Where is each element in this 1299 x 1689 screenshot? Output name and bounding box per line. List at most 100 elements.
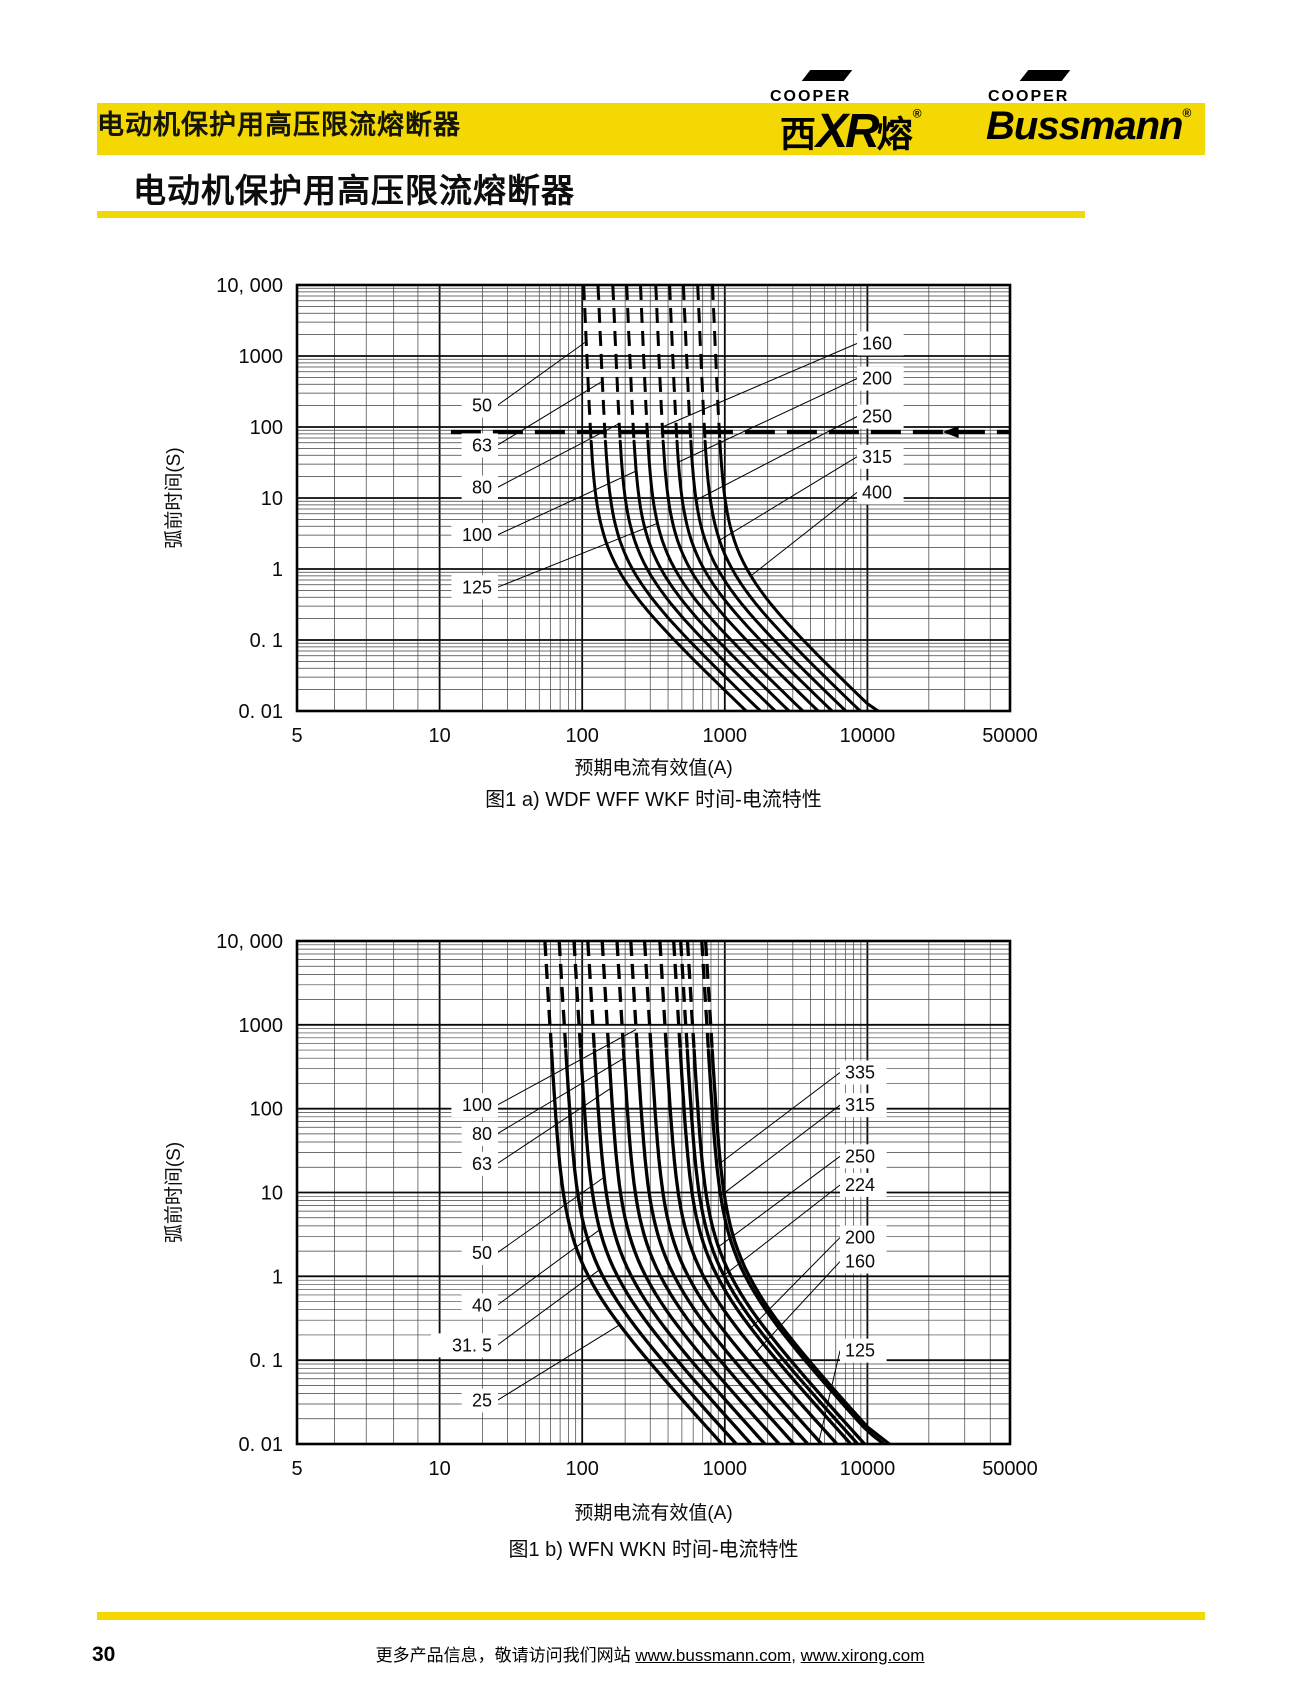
leader-line-200 bbox=[750, 1237, 841, 1329]
curve-label-125: 125 bbox=[462, 577, 492, 597]
leader-line-160 bbox=[755, 1261, 841, 1353]
chart-caption: 图1 a) WDF WFF WKF 时间-电流特性 bbox=[485, 788, 822, 811]
leader-line-50 bbox=[496, 341, 587, 407]
curve-label-box bbox=[461, 1240, 498, 1265]
curve-label-box bbox=[857, 444, 904, 469]
curve-label-50: 50 bbox=[472, 1243, 492, 1263]
band-title: 电动机保护用高压限流熔断器 bbox=[97, 110, 461, 140]
y-tick-1: 1 bbox=[272, 1266, 283, 1288]
x-tick-10: 10 bbox=[428, 1458, 450, 1480]
title-underline bbox=[97, 211, 1085, 218]
plot-frame bbox=[295, 939, 1012, 1446]
x-tick-5: 5 bbox=[291, 1458, 302, 1480]
xirong-char-right: 熔 bbox=[876, 113, 913, 155]
leader-line-400 bbox=[750, 491, 858, 577]
footer-prefix: 更多产品信息，敬请访问我们网站 bbox=[375, 1646, 636, 1665]
curve-224-overload bbox=[679, 941, 689, 1051]
curve-125 bbox=[649, 1048, 824, 1444]
curve-250-overload bbox=[685, 941, 696, 1051]
curve-50 bbox=[592, 1048, 767, 1444]
leader-line-315 bbox=[719, 456, 858, 541]
curve-160 bbox=[661, 439, 820, 711]
y-tick-0.1: 0. 1 bbox=[250, 1350, 283, 1372]
curve-label-box bbox=[461, 1388, 498, 1413]
curve-100 bbox=[632, 439, 791, 711]
chart-2: 25 31. 5 40 50 63 80 100 125 160 200 224 250 315 335 1… bbox=[163, 931, 1038, 1561]
page-title: 电动机保护用高压限流熔断器 bbox=[133, 172, 575, 209]
curve-200 bbox=[678, 1048, 853, 1444]
curve-200 bbox=[675, 439, 834, 711]
y-tick-1: 1 bbox=[272, 559, 283, 581]
y-axis-title: 弧前时间(S) bbox=[163, 447, 185, 548]
link-xirong[interactable]: www.xirong.com bbox=[800, 1646, 925, 1665]
curve-label-25: 25 bbox=[472, 1391, 492, 1411]
curve-224 bbox=[685, 1048, 860, 1444]
curve-label-335: 335 bbox=[845, 1063, 875, 1083]
leader-line-50 bbox=[496, 1176, 605, 1254]
y-tick-1000: 1000 bbox=[239, 1015, 284, 1037]
curve-40 bbox=[578, 1048, 753, 1444]
curve-label-63: 63 bbox=[472, 1154, 492, 1174]
curve-63 bbox=[603, 439, 762, 711]
y-tick-10,000: 10, 000 bbox=[216, 275, 283, 297]
curve-250 bbox=[689, 439, 848, 711]
x-tick-10: 10 bbox=[428, 725, 450, 747]
curve-label-80: 80 bbox=[472, 1124, 492, 1144]
curve-335 bbox=[710, 1048, 891, 1444]
curve-label-box bbox=[461, 1121, 498, 1146]
cooper-wordmark: COOPER bbox=[988, 88, 1070, 105]
curve-label-63: 63 bbox=[472, 435, 492, 455]
link-bussmann[interactable]: www.bussmann.com bbox=[635, 1646, 792, 1665]
curve-label-40: 40 bbox=[472, 1295, 492, 1315]
leader-line-100 bbox=[496, 1029, 637, 1106]
bussmann-wordmark: Bussmann bbox=[986, 104, 1183, 148]
curve-200-overload bbox=[672, 941, 682, 1051]
curve-label-box bbox=[840, 1225, 887, 1250]
curve-label-box bbox=[857, 331, 904, 356]
leader-line-100 bbox=[496, 470, 637, 536]
curve-31.5-overload bbox=[557, 941, 568, 1051]
curve-label-200: 200 bbox=[845, 1228, 875, 1248]
curve-label-box bbox=[461, 433, 498, 458]
x-tick-5: 5 bbox=[291, 725, 302, 747]
leader-line-40 bbox=[496, 1229, 601, 1306]
curve-335-overload bbox=[703, 941, 714, 1051]
x-tick-10000: 10000 bbox=[840, 1458, 896, 1480]
curve-label-315: 315 bbox=[845, 1095, 875, 1115]
xirong-logo: 西XR熔® bbox=[780, 104, 922, 159]
footer-text: 更多产品信息，敬请访问我们网站 www.bussmann.com, www.xi… bbox=[200, 1641, 1100, 1666]
x-tick-50000: 50000 bbox=[982, 725, 1038, 747]
leader-line-160 bbox=[662, 343, 858, 428]
curve-200-overload bbox=[668, 285, 679, 442]
leader-line-250 bbox=[695, 416, 858, 501]
curve-80-overload bbox=[611, 285, 622, 442]
curve-label-box bbox=[451, 1093, 498, 1118]
x-tick-100: 100 bbox=[566, 725, 599, 747]
curve-40-overload bbox=[572, 941, 583, 1051]
curve-label-200: 200 bbox=[862, 369, 892, 389]
curve-label-box bbox=[840, 1144, 887, 1169]
plot-frame bbox=[295, 283, 1012, 713]
curve-label-250: 250 bbox=[845, 1146, 875, 1166]
y-tick-10,000: 10, 000 bbox=[216, 931, 283, 953]
curve-63-overload bbox=[600, 941, 611, 1051]
curve-label-box bbox=[840, 1338, 887, 1363]
curve-80-overload bbox=[615, 941, 626, 1051]
curve-label-250: 250 bbox=[862, 407, 892, 427]
registered-mark-icon: ® bbox=[1182, 106, 1192, 120]
curve-label-100: 100 bbox=[462, 525, 492, 545]
curve-100-overload bbox=[629, 941, 639, 1051]
x-tick-100: 100 bbox=[566, 1458, 599, 1480]
curve-label-box bbox=[857, 366, 904, 391]
curve-label-box bbox=[857, 404, 904, 429]
leader-line-250 bbox=[718, 1155, 841, 1248]
x-tick-1000: 1000 bbox=[703, 1458, 748, 1480]
curve-50-overload bbox=[586, 941, 597, 1051]
y-axis-title: 弧前时间(S) bbox=[163, 1142, 185, 1243]
curve-label-box bbox=[461, 1293, 498, 1318]
curve-label-160: 160 bbox=[845, 1252, 875, 1272]
curve-315-overload bbox=[696, 285, 707, 442]
curve-400-overload bbox=[711, 285, 722, 442]
